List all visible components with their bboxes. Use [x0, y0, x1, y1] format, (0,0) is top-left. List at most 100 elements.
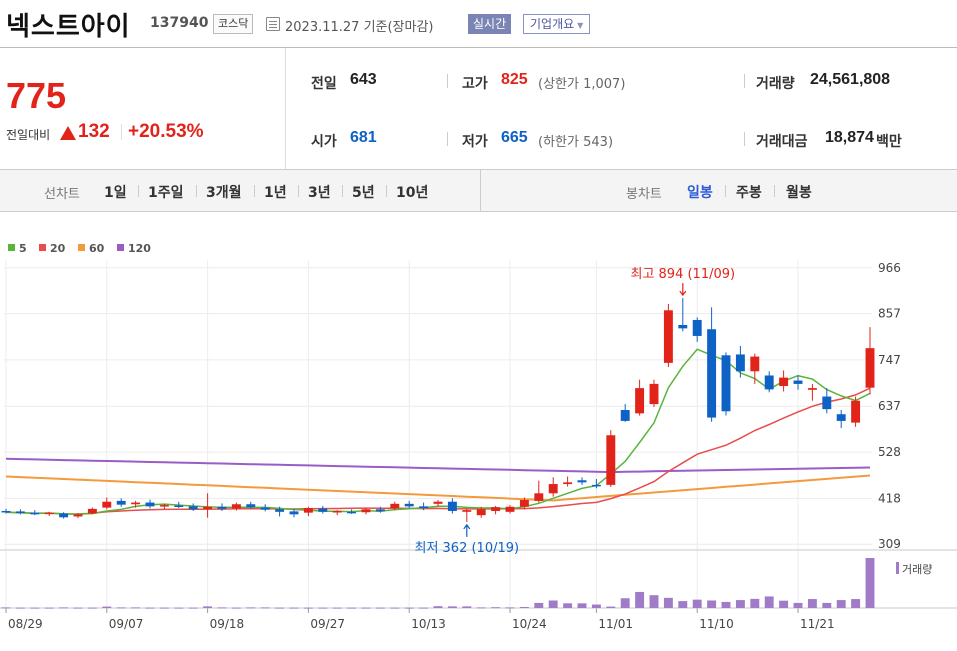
range-3y[interactable]: 3년 [308, 185, 331, 201]
candle-weekly[interactable]: 주봉 [736, 185, 762, 201]
candle-daily[interactable]: 일봉 [687, 185, 713, 201]
volume-bar [433, 606, 443, 608]
volume-bar [563, 603, 573, 608]
divider [254, 185, 255, 197]
divider [774, 185, 775, 197]
candle-monthly[interactable]: 월봉 [786, 185, 812, 201]
volume-bar [30, 607, 40, 609]
volume-bar [390, 607, 400, 609]
candle-body [217, 506, 227, 509]
company-info-dropdown[interactable]: 기업개요 ▼ [523, 14, 591, 34]
range-3m[interactable]: 3개월 [206, 185, 242, 201]
y-tick-label: 418 [878, 491, 901, 505]
range-5y[interactable]: 5년 [352, 185, 375, 201]
base-date: 2023.11.27 기준(장마감) [285, 20, 434, 35]
volume-bar [836, 600, 846, 608]
volume-bar [303, 607, 313, 609]
volume-bar [217, 607, 227, 609]
company-info-label: 기업개요 [530, 17, 575, 31]
volume-bar [174, 607, 184, 609]
divider [342, 185, 343, 197]
range-1y[interactable]: 1년 [264, 185, 287, 201]
range-1d[interactable]: 1일 [104, 185, 127, 201]
volume-bar [548, 600, 558, 608]
y-tick-label: 966 [878, 261, 901, 275]
volume-bar [707, 600, 717, 608]
price-chart[interactable]: 966 857 747 637 528 418 309 08/29 09/07 09/18 09/2… [0, 212, 957, 651]
candle-body [735, 354, 745, 372]
volume-bar [15, 607, 25, 609]
prev-close-label: 전일 [311, 76, 337, 92]
candle-body [260, 507, 270, 510]
volume-bar [865, 558, 875, 608]
candle-body [807, 388, 817, 390]
legend-label: 5 [19, 242, 27, 255]
range-10y[interactable]: 10년 [396, 185, 429, 201]
candle-body [779, 377, 789, 387]
volume-bar [491, 607, 501, 609]
legend-swatch [117, 244, 124, 251]
volume-bar [721, 601, 731, 608]
candle-body [246, 504, 256, 508]
volume-bar [44, 607, 54, 609]
volume-bar [519, 606, 529, 608]
candle-body [519, 500, 529, 507]
ma20-line [5, 387, 871, 515]
y-tick-label: 637 [878, 399, 901, 413]
x-tick-label: 11/21 [800, 617, 835, 631]
candle-body [131, 502, 141, 505]
candle-body [548, 484, 558, 494]
realtime-button[interactable]: 실시간 [468, 14, 512, 34]
candle-body [102, 501, 112, 508]
prev-close-value: 643 [350, 71, 377, 88]
legend-swatch [8, 244, 15, 251]
candle-body [822, 396, 832, 410]
range-1w[interactable]: 1주일 [148, 185, 184, 201]
candle-body [203, 506, 213, 510]
candle-body [577, 480, 587, 483]
candle-body [30, 512, 40, 515]
volume-bar [620, 598, 630, 608]
volume-bar [404, 607, 414, 609]
chevron-down-icon: ▼ [577, 21, 584, 30]
volume-bar [692, 599, 702, 608]
divider [744, 132, 745, 146]
upper-limit-label: 상한가 [543, 77, 579, 92]
volume-bar [116, 607, 126, 609]
line-chart-label: 선차트 [44, 187, 80, 202]
candle-body [419, 506, 429, 509]
low-label: 저가 [462, 134, 488, 150]
upper-limit-value: 1,007 [583, 77, 621, 92]
volume-value: 24,561,808 [810, 71, 891, 88]
calendar-icon [266, 17, 280, 31]
candle-body [721, 355, 731, 412]
legend-label: 120 [128, 242, 151, 255]
volume-bar [159, 607, 169, 609]
candle-body [563, 482, 573, 485]
change-value: 132 [78, 121, 110, 142]
candle-chart-label: 봉차트 [626, 187, 662, 202]
candle-body [289, 511, 299, 515]
divider [744, 74, 745, 88]
x-tick-label: 10/24 [512, 617, 547, 631]
max-annotation: 최고 894 (11/09) [630, 267, 735, 282]
min-annotation: 최저 362 (10/19) [414, 541, 519, 556]
y-tick-label: 528 [878, 445, 901, 459]
volume-bar [462, 606, 472, 608]
volume-bar [59, 607, 69, 609]
candle-body [591, 484, 601, 487]
volume-bar [1, 607, 11, 609]
open-label: 시가 [311, 134, 337, 150]
volume-label: 거래량 [756, 76, 795, 92]
y-tick-label: 309 [878, 537, 901, 551]
volume-bar [447, 606, 457, 608]
volume-bar [822, 602, 832, 608]
legend-label: 60 [89, 242, 105, 255]
candle-body [116, 500, 126, 505]
volume-bar [606, 606, 616, 608]
candle-body [620, 409, 630, 421]
x-tick-label: 08/29 [8, 617, 43, 631]
upper-limit: (상한가 1,007) [538, 77, 626, 92]
market-badge: 코스닥 [213, 14, 254, 34]
candle-body [73, 514, 83, 517]
